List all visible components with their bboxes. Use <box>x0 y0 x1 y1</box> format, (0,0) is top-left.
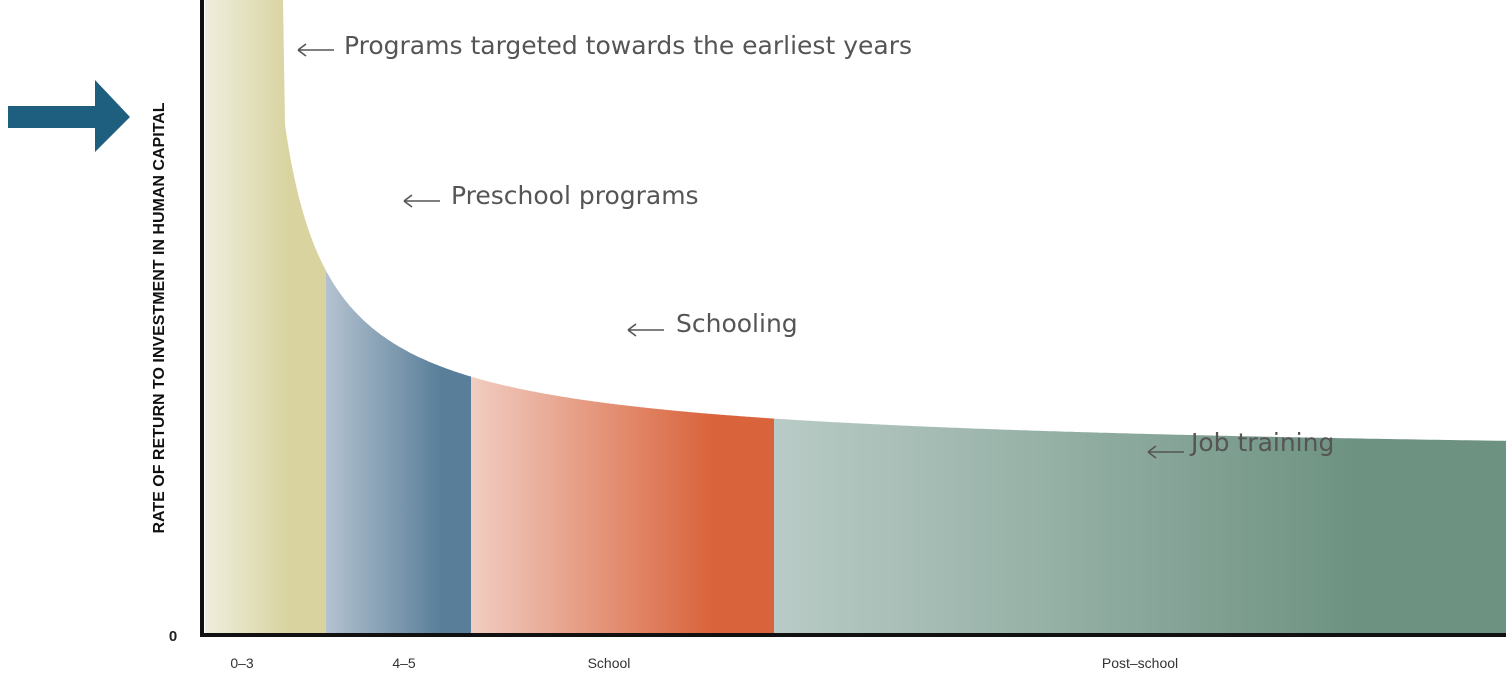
x-tick-label-3: School <box>588 655 631 671</box>
x-tick-label-4: Post–school <box>1102 655 1178 671</box>
annotation-arrow-icon-4 <box>1147 445 1184 459</box>
y-origin-label: 0 <box>169 628 177 645</box>
annotation-label-3: Schooling <box>676 309 798 338</box>
annotation-arrow-icon-1 <box>297 43 334 57</box>
segment-4 <box>774 418 1506 634</box>
segment-3 <box>471 376 774 634</box>
annotation-arrow-icon-3 <box>627 323 664 337</box>
segments-layer <box>205 0 1506 634</box>
x-tick-label-2: 4–5 <box>392 655 416 671</box>
annotation-label-4: Job training <box>1189 428 1334 457</box>
arrow-right-icon <box>8 80 130 152</box>
segment-2 <box>326 270 471 634</box>
annotation-label-2: Preschool programs <box>451 181 699 210</box>
x-tick-labels: 0–3 4–5 School Post–school <box>230 655 1178 671</box>
segment-1 <box>205 0 326 634</box>
annotation-arrow-icon-2 <box>403 194 440 208</box>
annotations-layer: Programs targeted towards the earliest y… <box>297 31 1334 459</box>
x-tick-label-1: 0–3 <box>230 655 254 671</box>
y-axis-label: RATE OF RETURN TO INVESTMENT IN HUMAN CA… <box>151 102 168 533</box>
annotation-label-1: Programs targeted towards the earliest y… <box>344 31 912 60</box>
